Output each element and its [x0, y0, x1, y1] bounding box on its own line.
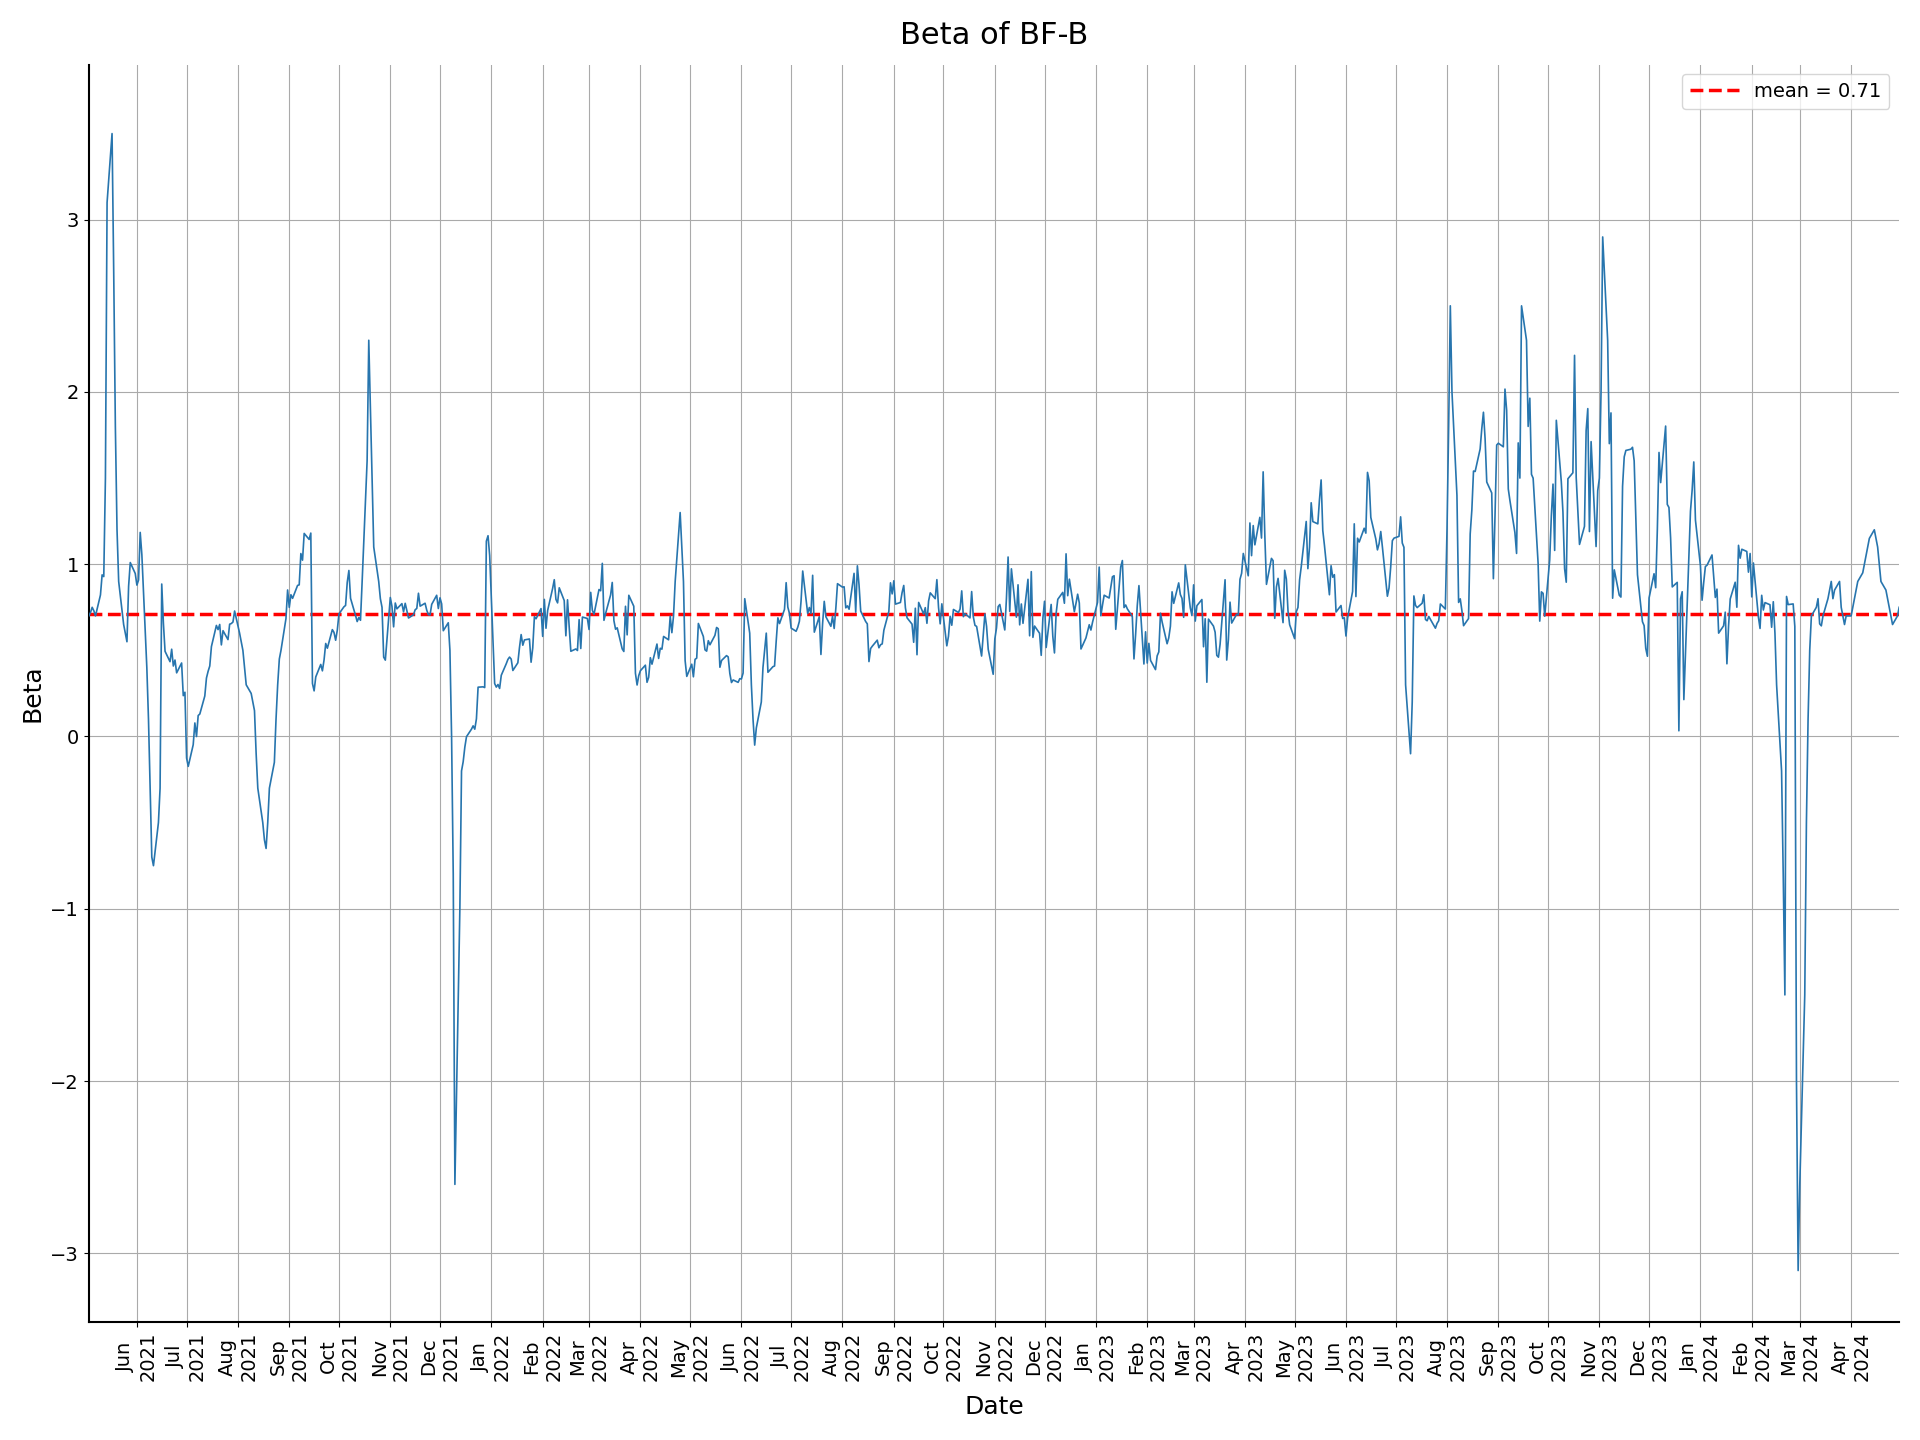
- Legend: mean = 0.71: mean = 0.71: [1682, 75, 1889, 109]
- Y-axis label: Beta: Beta: [21, 665, 44, 723]
- Title: Beta of BF-B: Beta of BF-B: [900, 20, 1089, 50]
- X-axis label: Date: Date: [964, 1395, 1023, 1420]
